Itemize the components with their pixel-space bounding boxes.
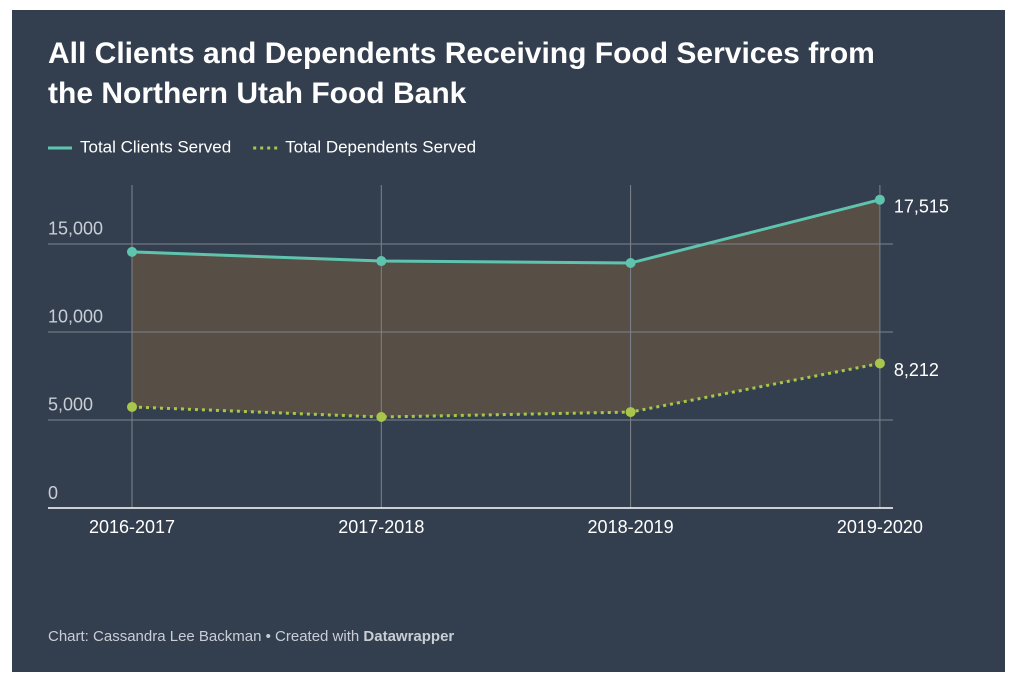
x-tick-label: 2018-2019 (588, 517, 674, 537)
y-tick-label: 10,000 (48, 307, 103, 327)
y-tick-label: 0 (48, 483, 58, 503)
chart-title: the Northern Utah Food Bank (48, 77, 467, 110)
point (874, 194, 885, 205)
point (127, 246, 137, 257)
data-label: 17,515 (894, 196, 949, 216)
y-tick-label: 5,000 (48, 395, 93, 415)
y-tick-label: 15,000 (48, 219, 103, 239)
point (625, 257, 636, 268)
area (132, 199, 880, 417)
x-tick-label: 2017-2018 (338, 517, 424, 537)
line (131, 361, 881, 419)
x-tick-label: 2019-2020 (837, 517, 923, 537)
point (874, 358, 885, 369)
point (127, 401, 137, 412)
x-tick-label: 2016-2017 (89, 517, 175, 537)
point (625, 407, 636, 418)
credit: Datawrapper (363, 628, 454, 645)
legend-label: Total Dependents Served (285, 137, 476, 156)
line (131, 198, 881, 265)
chart-title: All Clients and Dependents Receiving Foo… (48, 37, 875, 70)
data-label: 8,212 (894, 360, 939, 380)
point (376, 411, 387, 422)
point (376, 256, 387, 267)
source: Chart: Cassandra Lee Backman • Created w… (48, 628, 363, 645)
footer: Chart: Cassandra Lee Backman • Created w… (48, 628, 454, 645)
legend-label: Total Clients Served (80, 137, 231, 156)
